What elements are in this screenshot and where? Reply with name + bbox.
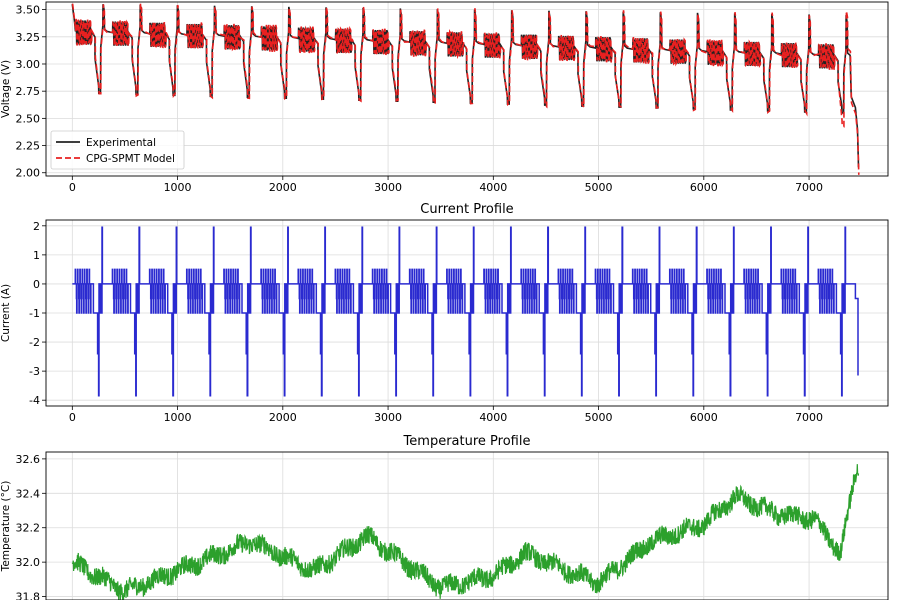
panel-title: Current Profile — [420, 202, 513, 217]
y-tick-label: 2.75 — [16, 85, 41, 98]
y-tick-label: 3.50 — [16, 4, 41, 17]
plot-frame — [45, 451, 889, 600]
x-tick-label: 5000 — [585, 411, 613, 424]
legend-label-experimental: Experimental — [86, 137, 156, 149]
y-tick-label: 2.50 — [16, 112, 41, 125]
y-tick-label: -4 — [29, 394, 40, 407]
y-tick-label: 31.8 — [16, 591, 41, 600]
x-tick-label: 5000 — [585, 181, 613, 194]
x-tick-label: 7000 — [795, 411, 823, 424]
y-tick-label: -3 — [29, 365, 40, 378]
y-tick-label: 3.25 — [16, 31, 41, 44]
y-tick-label: -2 — [29, 336, 40, 349]
panel-3: 31.8 32.0 32.2 32.4 32.6 Temperature (°C) Temp… — [0, 434, 889, 600]
y-tick-label: -1 — [29, 307, 40, 320]
y-tick-label: 2.25 — [16, 140, 41, 153]
plot-frame — [45, 219, 889, 407]
y-tick-label: 32.4 — [16, 487, 41, 500]
x-tick-label: 0 — [69, 181, 76, 194]
x-tick-label: 6000 — [690, 181, 718, 194]
y-tick-label: 2.00 — [16, 167, 41, 180]
x-tick-label: 6000 — [690, 411, 718, 424]
panel-1: 0 1000 2000 3000 4000 5000 6000 7000 2.00 2.25 2.5… — [0, 1, 889, 194]
x-tick-label: 3000 — [374, 411, 402, 424]
y-tick-label: 32.2 — [16, 522, 41, 535]
x-tick-label: 1000 — [164, 411, 192, 424]
y-axis-label: Temperature (°C) — [0, 481, 12, 573]
x-tick-label: 3000 — [374, 181, 402, 194]
legend: Experimental CPG-SPMT Model — [50, 130, 185, 170]
x-tick-label: 4000 — [479, 411, 507, 424]
x-tick-label: 7000 — [795, 181, 823, 194]
y-tick-label: 2 — [33, 220, 40, 233]
series-current — [72, 226, 859, 397]
y-tick-label: 32.6 — [16, 453, 41, 466]
y-tick-label: 3.00 — [16, 58, 41, 71]
legend-label-model: CPG-SPMT Model — [86, 153, 175, 165]
panel-2: 0 1000 2000 3000 4000 5000 6000 7000 -4 -3 -2 -1 0 1 2… — [0, 202, 889, 424]
y-axis-label: Voltage (V) — [0, 60, 12, 118]
y-tick-label: 0 — [33, 278, 40, 291]
x-tick-label: 0 — [69, 411, 76, 424]
series-temperature — [71, 464, 860, 600]
x-tick-label: 2000 — [269, 411, 297, 424]
x-tick-label: 1000 — [164, 181, 192, 194]
legend-box — [50, 130, 185, 170]
panel-title: Temperature Profile — [403, 434, 531, 449]
y-axis-label: Current (A) — [0, 284, 12, 342]
y-tick-label: 32.0 — [16, 556, 41, 569]
plot-frame — [45, 1, 889, 177]
series-cpg-spmt-model — [71, 3, 860, 175]
y-tick-label: 1 — [33, 249, 40, 262]
x-tick-label: 2000 — [269, 181, 297, 194]
x-tick-label: 4000 — [479, 181, 507, 194]
